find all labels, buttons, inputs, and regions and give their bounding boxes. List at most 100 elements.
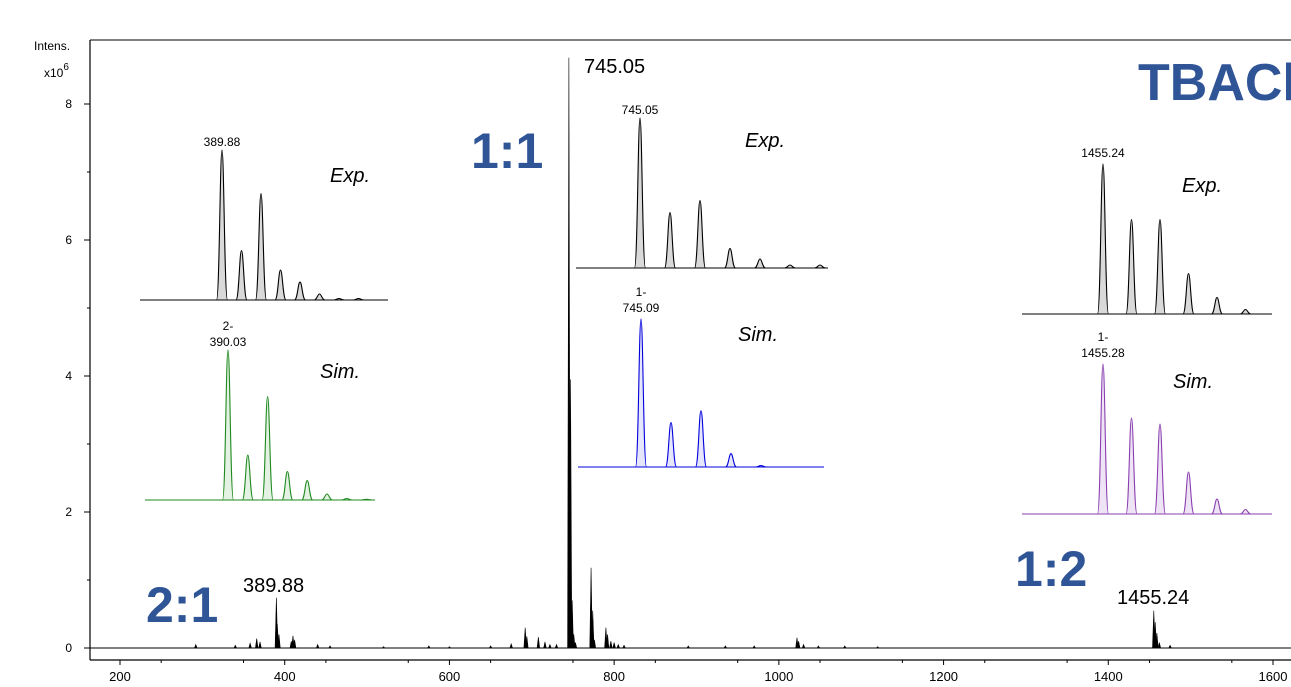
isotope-peak — [754, 258, 766, 269]
isotope-peak — [313, 293, 326, 301]
isotope-peak — [1153, 218, 1167, 315]
spectrum-peak — [842, 645, 847, 649]
y-axis-multiplier-base: x10 — [44, 66, 64, 80]
spectrum-peak — [570, 600, 574, 649]
y-axis-multiplier: x106 — [44, 62, 69, 80]
x-tick-label: 1600 — [1259, 669, 1288, 682]
isotope-peak — [333, 297, 345, 301]
ratio-label-1-2: 1:2 — [1015, 541, 1087, 597]
spectrum-peak — [816, 645, 821, 649]
spectrum-peak — [686, 645, 691, 649]
x-tick-label: 800 — [603, 669, 625, 682]
spectrum-peak — [572, 634, 576, 649]
isotope-inset: 2- 390.03 Sim. — [145, 319, 375, 501]
isotope-peak — [725, 453, 737, 468]
isotope-inset: 1- 745.09 Sim. — [578, 285, 824, 468]
spectrum-peak — [536, 637, 541, 649]
inset-tag: Exp. — [745, 130, 785, 152]
spectrum-peak — [592, 639, 597, 649]
spectrum-peak — [248, 642, 252, 649]
inset-charge-label: 2- — [223, 319, 234, 333]
isotope-peak — [664, 422, 678, 468]
spectrum-peak — [277, 634, 281, 649]
isotope-peak — [221, 349, 235, 501]
ratio-label-2-1: 2:1 — [146, 577, 218, 633]
spectrum-peaks — [194, 57, 1172, 649]
spectrum-peak — [488, 645, 493, 649]
y-axis-label: Intens. — [34, 39, 70, 53]
isotope-peak — [1182, 272, 1195, 315]
isotope-peak — [254, 192, 268, 301]
y-tick-label: 6 — [65, 233, 72, 247]
spectrum-peak — [573, 642, 578, 649]
isotope-peak — [215, 149, 229, 301]
isotope-peak — [1182, 471, 1195, 515]
isotope-peak — [341, 497, 353, 501]
y-ticks: 0 2 4 6 8 — [65, 97, 90, 655]
x-tick-label: 1400 — [1094, 669, 1123, 682]
isotope-peak — [1211, 296, 1223, 315]
ratio-label-1-1: 1:1 — [471, 123, 543, 179]
spectrum-peak — [509, 642, 513, 649]
inset-mz-label: 745.09 — [623, 301, 660, 315]
isotope-peak — [1096, 363, 1110, 515]
spectrum-peak — [543, 641, 547, 649]
spectrum-peak — [255, 638, 259, 649]
isotope-peak — [1096, 163, 1110, 315]
isotope-peak — [814, 264, 826, 269]
isotope-peak — [321, 493, 333, 501]
spectrum-peak — [447, 646, 452, 649]
peak-label-389: 389.88 — [243, 575, 304, 597]
spectrum-peak — [796, 641, 801, 649]
spectrum-peak — [233, 644, 238, 649]
isotope-peak — [274, 269, 287, 301]
spectrum-peak — [1157, 642, 1162, 649]
spectrum-peak — [609, 641, 613, 649]
peak-label-745: 745.05 — [584, 56, 645, 78]
x-tick-label: 1000 — [764, 669, 793, 682]
spectrum-peak — [622, 644, 626, 649]
isotope-peak — [1125, 218, 1138, 315]
isotope-peak — [694, 410, 708, 468]
isotope-peak — [1153, 423, 1167, 515]
isotope-peak — [1239, 308, 1252, 315]
inset-tag: Exp. — [1182, 175, 1222, 197]
spectrum-peak — [591, 610, 595, 649]
isotope-peak — [352, 297, 365, 301]
spectrum-peak — [381, 646, 386, 649]
spectrum-peak — [258, 641, 262, 649]
spectrum-peak — [1155, 633, 1159, 649]
spectrum-peak — [723, 645, 728, 649]
isotope-peak — [281, 470, 294, 501]
spectrum-peak — [801, 643, 806, 649]
peak-label-1455: 1455.24 — [1117, 587, 1189, 609]
inset-mz-label: 389.88 — [204, 135, 241, 149]
y-tick-label: 0 — [65, 641, 72, 655]
spectrum-peak — [426, 645, 431, 649]
spectrum-peak — [328, 645, 332, 649]
spectrum-peak — [292, 639, 297, 649]
spectrum-peak — [752, 645, 756, 649]
isotope-inset: 745.05 Exp. — [576, 103, 828, 269]
inset-mz-label: 1455.24 — [1081, 146, 1125, 160]
spectrum-peak — [612, 642, 616, 649]
isotope-inset: 1455.24 Exp. — [1022, 146, 1272, 315]
spectrum-peak — [194, 643, 198, 649]
spectrum-peak — [875, 646, 880, 649]
spectrum-peak — [1168, 644, 1172, 649]
inset-mz-label: 745.05 — [622, 103, 659, 117]
isotope-peak — [693, 199, 707, 269]
isotope-peak — [241, 454, 254, 501]
isotope-peak — [293, 281, 307, 301]
x-tick-label: 1200 — [929, 669, 958, 682]
inset-tag: Sim. — [1173, 371, 1213, 393]
spectrum-peak — [568, 379, 573, 649]
spectrum-peak — [548, 643, 552, 649]
inset-tag: Sim. — [738, 324, 778, 346]
isotope-inset: 389.88 Exp. — [140, 135, 388, 301]
isotope-insets: 389.88 Exp. 2- 390.03 Sim. 745.05 Exp. 1- 745.09… — [140, 103, 1272, 515]
y-tick-label: 4 — [65, 369, 72, 383]
isotope-peak — [1125, 417, 1138, 515]
spectrum-peak — [525, 636, 529, 649]
